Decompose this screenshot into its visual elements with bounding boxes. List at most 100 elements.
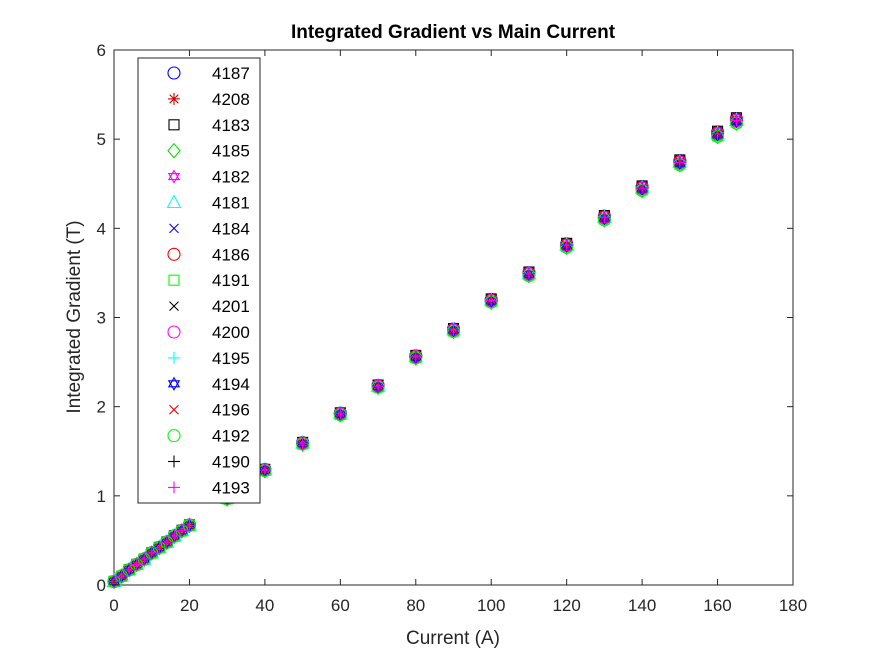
- data-point: [160, 536, 173, 549]
- legend-marker: [167, 142, 181, 159]
- x-tick-label: 80: [406, 596, 425, 615]
- data-point: [258, 463, 271, 476]
- legend-marker: [169, 404, 179, 415]
- legend-item: 4195: [168, 349, 250, 368]
- data-point: [168, 529, 181, 542]
- data-point: [485, 294, 498, 307]
- legend-marker: [169, 223, 179, 234]
- legend-label: 4201: [212, 297, 250, 316]
- data-point: [372, 380, 385, 393]
- data-point: [130, 558, 143, 571]
- legend-box: [137, 57, 261, 504]
- legend-marker: [167, 169, 181, 184]
- chart-title: Integrated Gradient vs Main Current: [291, 22, 616, 43]
- legend-marker: [167, 325, 181, 339]
- y-tick-label: 4: [97, 219, 106, 238]
- legend-marker: [167, 66, 181, 80]
- legend-label: 4186: [212, 245, 250, 264]
- legend-item: 4192: [167, 427, 250, 446]
- data-point: [598, 211, 611, 224]
- legend-label: 4187: [212, 64, 250, 83]
- x-tick-label: 60: [331, 596, 350, 615]
- x-tick-label: 100: [477, 596, 505, 615]
- legend-item: 4190: [168, 453, 250, 472]
- legend-label: 4183: [212, 116, 250, 135]
- legend-item: 4183: [168, 116, 250, 135]
- legend-item: 4185: [167, 142, 250, 161]
- legend-label: 4193: [212, 478, 250, 497]
- legend-label: 4200: [212, 323, 250, 342]
- legend-marker: [168, 119, 180, 131]
- legend-item: 4191: [168, 271, 250, 290]
- legend-marker: [166, 194, 182, 209]
- x-tick-label: 140: [628, 596, 656, 615]
- legend-marker: [168, 351, 180, 364]
- data-point: [123, 563, 136, 576]
- legend-item: 4194: [167, 375, 250, 394]
- legend-label: 4184: [212, 219, 250, 238]
- data-point: [522, 267, 535, 280]
- data-points: [106, 112, 744, 590]
- x-tick-label: 40: [255, 596, 274, 615]
- data-point: [560, 239, 573, 252]
- legend-label: 4195: [212, 349, 250, 368]
- legend-item: 4201: [169, 297, 250, 316]
- x-tick-label: 160: [703, 596, 731, 615]
- legend-marker: [169, 301, 179, 311]
- data-point: [183, 519, 196, 532]
- legend-label: 4181: [212, 194, 250, 213]
- legend-item: 4208: [168, 90, 250, 109]
- legend-marker: [167, 376, 181, 391]
- y-tick-label: 3: [97, 309, 106, 328]
- legend-label: 4182: [212, 168, 250, 187]
- y-tick-label: 1: [97, 487, 106, 506]
- data-point: [334, 407, 347, 420]
- legend-label: 4208: [212, 90, 250, 109]
- data-point: [730, 114, 743, 127]
- x-tick-label: 120: [552, 596, 580, 615]
- series-4193: [108, 114, 743, 588]
- y-tick-label: 5: [97, 130, 106, 149]
- legend-item: 4181: [166, 194, 250, 213]
- data-point: [673, 156, 686, 169]
- data-point: [296, 437, 309, 450]
- data-point: [711, 127, 724, 140]
- legend-marker: [167, 247, 181, 261]
- data-point: [153, 541, 166, 554]
- data-point: [409, 350, 422, 363]
- legend-marker: [168, 455, 180, 468]
- y-tick-label: 2: [97, 398, 106, 417]
- legend-marker: [168, 92, 180, 105]
- legend-label: 4191: [212, 271, 250, 290]
- y-axis-label: Integrated Gradient (T): [64, 220, 85, 413]
- data-point: [636, 182, 649, 195]
- legend-item: 4184: [169, 219, 250, 238]
- x-axis-label: Current (A): [406, 628, 500, 649]
- legend-marker: [167, 429, 181, 443]
- legend-label: 4185: [212, 142, 250, 161]
- x-tick-label: 20: [180, 596, 199, 615]
- legend-item: 4200: [167, 323, 250, 342]
- y-tick-label: 0: [97, 576, 106, 595]
- legend-marker: [168, 481, 180, 494]
- data-point: [447, 323, 460, 336]
- legend: 4187 4208 4183 4185 4182 4181 4184 4186 4191 4201…: [137, 57, 261, 504]
- legend-marker: [168, 274, 180, 286]
- legend-item: 4182: [167, 168, 250, 187]
- legend-label: 4190: [212, 453, 250, 472]
- data-point: [145, 546, 158, 559]
- data-point: [138, 553, 151, 566]
- axis-ticks: 0 20 40 60 80 100 120 140 160 180 0 1 2 3 4 5 6: [97, 41, 808, 615]
- legend-item: 4193: [168, 478, 250, 497]
- x-tick-label: 180: [779, 596, 807, 615]
- legend-item: 4187: [167, 64, 250, 83]
- data-point: [175, 524, 188, 537]
- y-tick-label: 6: [97, 41, 106, 60]
- legend-label: 4196: [212, 401, 250, 420]
- x-tick-label: 0: [109, 596, 118, 615]
- data-point: [115, 570, 128, 583]
- legend-item: 4196: [169, 401, 250, 420]
- legend-label: 4192: [212, 427, 250, 446]
